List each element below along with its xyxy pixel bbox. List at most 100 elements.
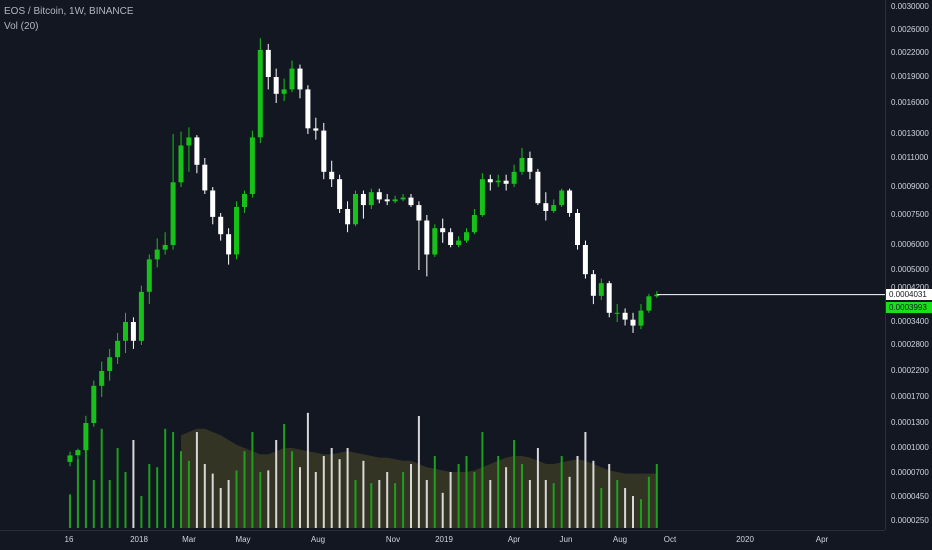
volume-bar [544, 480, 547, 528]
volume-bar [306, 412, 309, 528]
volume-bar [235, 470, 238, 528]
candlestick-chart[interactable] [0, 0, 885, 530]
volume-bar [402, 472, 405, 528]
candle-body [202, 164, 208, 191]
candle-body [178, 145, 184, 183]
candle-body [424, 220, 430, 255]
volume-bar [505, 467, 508, 528]
volume-bar [314, 472, 317, 528]
candle-body [226, 234, 232, 255]
candle-body [567, 190, 573, 213]
candle-body [75, 450, 81, 456]
price-tick-label: 0.0001000 [891, 443, 929, 452]
candle-body [614, 312, 620, 314]
candle-body [440, 228, 446, 233]
volume-bar [291, 451, 293, 528]
candle-body [654, 294, 660, 297]
price-tick-label: 0.0019000 [891, 72, 929, 81]
time-tick-label: 2019 [435, 535, 453, 544]
symbol-legend[interactable]: EOS / Bitcoin, 1W, BINANCE [4, 6, 134, 17]
candle-body [456, 240, 462, 245]
volume-bar [92, 480, 95, 528]
volume-bar [132, 440, 135, 528]
volume-bar [449, 472, 452, 528]
volume-bar [489, 480, 492, 528]
price-tick-label: 0.0009000 [891, 182, 929, 191]
volume-bar [528, 480, 531, 528]
volume-bar [180, 451, 182, 528]
volume-bar [227, 480, 230, 528]
volume-bar [560, 456, 563, 528]
last-price-label: 0.0004031 [886, 289, 932, 301]
volume-bar [346, 448, 349, 528]
volume-bar [267, 470, 270, 528]
volume-bar [536, 448, 539, 528]
candle-body [297, 68, 303, 90]
volume-bar [195, 432, 198, 528]
price-tick-label: 0.0000450 [891, 492, 929, 501]
candle-body [416, 205, 422, 221]
candle-body [353, 194, 358, 225]
volume-bar [655, 464, 658, 528]
candle-body [582, 245, 588, 275]
volume-bar [425, 480, 428, 528]
chart-pane[interactable]: EOS / Bitcoin, 1W, BINANCE Vol (20) [0, 0, 885, 530]
volume-bar [576, 456, 579, 528]
candle-body [218, 216, 224, 235]
time-scale[interactable]: 16 2018 Mar May Aug Nov 2019 Apr Jun Aug Oct 2020 Ap… [0, 530, 885, 550]
candle-body [257, 49, 263, 138]
candle-body [368, 192, 374, 206]
price-tick-label: 0.0005000 [891, 265, 929, 274]
volume-bar [148, 464, 151, 528]
candle-body [186, 137, 192, 146]
price-tick-label: 0.0007500 [891, 210, 929, 219]
candle-body [162, 245, 168, 250]
price-tick-label: 0.0030000 [891, 2, 929, 11]
candle-body [638, 310, 644, 326]
volume-bar [251, 432, 254, 528]
candle-body [242, 194, 247, 207]
candle-body [249, 137, 255, 194]
candle-body [305, 89, 311, 129]
volume-bar [330, 448, 333, 528]
volume-bar [592, 460, 595, 528]
volume-bar [211, 473, 214, 528]
time-tick-label: Nov [385, 535, 401, 544]
candle-body [495, 180, 501, 183]
volume-bar [513, 440, 516, 528]
volume-bar [647, 476, 650, 528]
candle-body [630, 319, 636, 326]
volume-bar [275, 440, 278, 528]
candle-body [551, 205, 557, 211]
candle-body [376, 192, 382, 200]
volume-bar [457, 464, 460, 528]
time-tick-label: 16 [64, 535, 74, 544]
candle-body [337, 179, 343, 209]
volume-bar [108, 480, 111, 528]
candle-body [130, 322, 136, 341]
candle-body [392, 199, 398, 202]
time-tick-label: Apr [507, 535, 521, 544]
volume-bar [441, 492, 444, 528]
price-tick-label: 0.0026000 [891, 25, 929, 34]
price-scale[interactable]: 0.0030000 0.0026000 0.0022000 0.0019000 0.00… [885, 0, 932, 530]
candle-body [281, 89, 287, 94]
volume-bar [616, 480, 619, 528]
volume-bar [100, 428, 103, 528]
price-tick-label: 0.0022000 [891, 48, 929, 57]
volume-bar [394, 483, 397, 528]
candle-body [67, 455, 73, 462]
volume-bar [370, 483, 373, 528]
time-tick-label: 2018 [130, 535, 148, 544]
candle-body [321, 130, 327, 172]
volume-bar [156, 467, 159, 528]
volume-bar [164, 428, 167, 528]
volume-legend[interactable]: Vol (20) [4, 21, 39, 32]
candle-body [503, 180, 509, 184]
price-tick-label: 0.0001300 [891, 418, 929, 427]
volume-bar [410, 464, 412, 528]
candle-body [345, 209, 351, 225]
candle-body [234, 207, 239, 255]
price-tick-label: 0.0006000 [891, 240, 929, 249]
candle-body [107, 357, 113, 371]
